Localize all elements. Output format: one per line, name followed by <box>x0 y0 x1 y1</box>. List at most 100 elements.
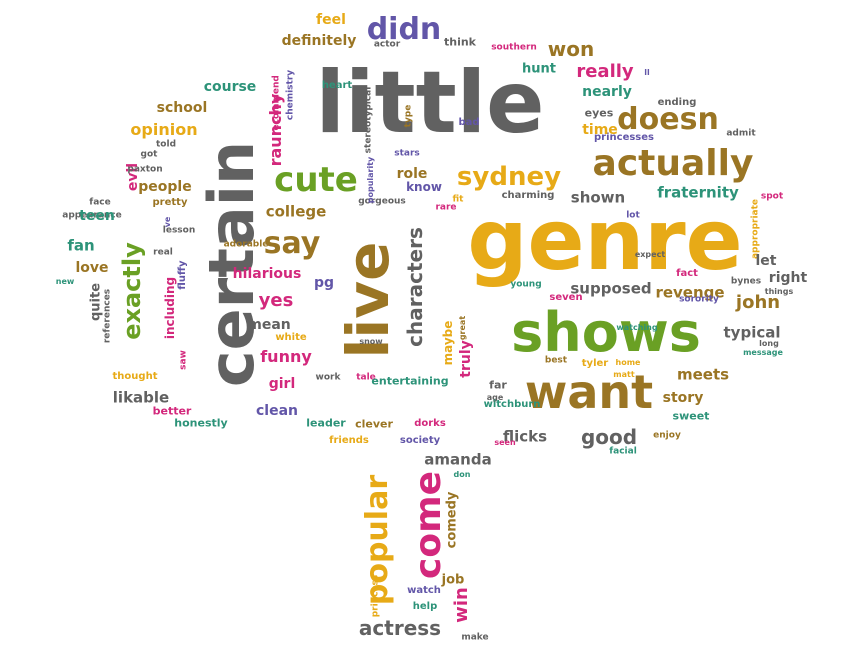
cloud-word: don <box>454 471 471 479</box>
cloud-word: fact <box>676 269 698 279</box>
cloud-word: genre <box>467 198 742 282</box>
cloud-word: seen <box>494 439 515 447</box>
cloud-word: lot <box>626 212 640 221</box>
cloud-word: characters <box>405 227 425 347</box>
cloud-word: meets <box>677 368 729 383</box>
cloud-word: matt <box>613 371 634 379</box>
cloud-word: white <box>275 333 306 343</box>
cloud-word: enjoy <box>653 432 681 441</box>
cloud-word: teen <box>79 209 115 223</box>
cloud-word: actually <box>593 146 754 182</box>
cloud-word: expect <box>635 251 665 259</box>
cloud-word: southern <box>491 44 537 53</box>
cloud-word: sweet <box>673 411 710 422</box>
cloud-word: comedy <box>446 492 459 549</box>
cloud-word: better <box>153 406 192 417</box>
cloud-word: princess <box>372 575 381 618</box>
cloud-word: appropriate <box>752 199 761 259</box>
cloud-word: charming <box>502 191 555 201</box>
cloud-word: told <box>156 141 176 150</box>
cloud-word: maybe <box>442 321 454 366</box>
cloud-word: love <box>75 261 108 275</box>
cloud-word: hilarious <box>233 267 302 281</box>
cloud-word: stereotypical <box>365 87 374 154</box>
cloud-word: good <box>581 427 637 447</box>
cloud-word: type <box>405 105 414 128</box>
cloud-word: nearly <box>582 85 632 99</box>
cloud-word: work <box>316 374 341 383</box>
cloud-word: ll <box>644 69 649 77</box>
cloud-word: far <box>489 380 507 391</box>
cloud-word: won <box>548 39 594 59</box>
cloud-word: watching <box>616 324 657 332</box>
cloud-word: snow <box>359 338 382 346</box>
cloud-word: spot <box>761 193 783 202</box>
cloud-word: heart <box>322 81 352 91</box>
cloud-word: long <box>759 340 779 348</box>
cloud-word: seven <box>549 293 582 303</box>
cloud-word: adorable <box>224 241 269 250</box>
cloud-word: sydney <box>457 164 561 190</box>
cloud-word: popularity <box>367 157 375 204</box>
cloud-word: job <box>442 574 465 587</box>
cloud-word: young <box>510 281 541 290</box>
cloud-word: home <box>616 359 641 367</box>
cloud-word: course <box>204 80 257 94</box>
cloud-word: come <box>411 471 447 579</box>
cloud-word: certain <box>201 141 263 387</box>
cloud-word: bynes <box>731 278 761 287</box>
cloud-word: including <box>164 277 176 339</box>
cloud-word: doesn <box>617 105 719 135</box>
cloud-word: great <box>459 316 467 340</box>
cloud-word: tyler <box>582 359 608 369</box>
cloud-word: sorority <box>679 296 719 305</box>
cloud-word: references <box>104 289 113 343</box>
cloud-word: ending <box>658 98 697 108</box>
cloud-word: story <box>663 391 704 405</box>
cloud-word: fan <box>67 239 94 254</box>
cloud-word: little <box>316 60 545 146</box>
cloud-word: chemistry <box>287 70 296 120</box>
cloud-word: lesson <box>163 227 196 236</box>
cloud-word: thought <box>113 372 158 382</box>
cloud-word: truly <box>459 340 473 378</box>
cloud-word: ve <box>164 217 172 228</box>
cloud-word: pretty <box>153 198 188 208</box>
cloud-word: time <box>582 123 618 137</box>
cloud-word: best <box>545 357 567 366</box>
cloud-word: make <box>461 634 488 643</box>
cloud-word: friends <box>329 436 369 446</box>
cloud-word: actress <box>359 618 441 638</box>
cloud-word: feel <box>316 13 346 27</box>
cloud-word: know <box>406 181 442 193</box>
cloud-word: got <box>141 151 158 160</box>
cloud-word: hunt <box>522 63 556 76</box>
cloud-word: quite <box>90 283 103 321</box>
cloud-word: actor <box>374 41 400 50</box>
cloud-word: help <box>413 602 438 612</box>
cloud-word: real <box>153 249 173 258</box>
cloud-word: cute <box>274 163 358 197</box>
cloud-word: fluffy <box>178 260 188 289</box>
cloud-word: new <box>56 278 75 286</box>
cloud-word: clean <box>256 404 298 418</box>
cloud-word: message <box>743 349 783 357</box>
cloud-word: admit <box>726 130 755 139</box>
cloud-word: college <box>266 205 327 220</box>
cloud-word: leader <box>306 418 345 429</box>
cloud-word: watch <box>407 586 441 596</box>
cloud-word: let <box>756 254 777 268</box>
cloud-word: face <box>89 199 110 208</box>
cloud-word: think <box>444 37 476 48</box>
cloud-word: mean <box>247 318 291 332</box>
cloud-word: amanda <box>424 453 491 468</box>
cloud-word: right <box>769 271 807 285</box>
cloud-word: raunchy <box>268 94 284 167</box>
cloud-word: opinion <box>130 122 197 138</box>
cloud-word: role <box>397 167 428 181</box>
cloud-word: exactly <box>120 242 144 340</box>
cloud-word: eyes <box>585 108 614 119</box>
cloud-word: school <box>157 101 208 115</box>
cloud-word: likable <box>113 391 169 406</box>
